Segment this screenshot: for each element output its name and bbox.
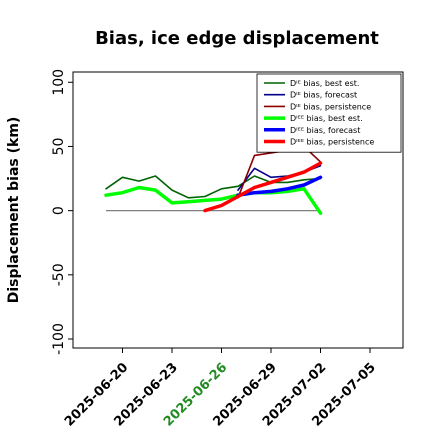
- y-tick-label: -50: [51, 263, 67, 286]
- y-tick-label: 50: [51, 138, 67, 156]
- legend-entry: Dᴵᴱ bias, best est.: [290, 79, 359, 88]
- chart-title: Bias, ice edge displacement: [95, 28, 379, 49]
- series-line-5: [236, 175, 323, 197]
- legend-entry: Dᴵᴱ bias, forecast: [290, 91, 357, 100]
- legend-entry: Dᴵᴱᴱ bias, best est.: [290, 114, 363, 123]
- series-line-4: [104, 185, 323, 215]
- legend-entry: Dᴵᴱᴱ bias, persistence: [290, 138, 374, 147]
- y-tick-label: -100: [51, 323, 67, 355]
- legend-entry: Dᴵᴱ bias, persistence: [290, 102, 371, 111]
- legend: Dᴵᴱ bias, best est. Dᴵᴱ bias, forecast Dᴵᴱ…: [256, 73, 402, 153]
- legend-box: [256, 73, 402, 153]
- y-tick-label: 0: [51, 206, 67, 215]
- series-line-1: [105, 175, 322, 199]
- legend-entry: Dᴵᴱᴱ bias, forecast: [290, 126, 360, 135]
- axes-frame: [72, 71, 404, 349]
- series-line-6: [203, 161, 323, 213]
- y-tick-label: 100: [51, 69, 67, 96]
- y-axis-label: Displacement bias (km): [6, 117, 22, 304]
